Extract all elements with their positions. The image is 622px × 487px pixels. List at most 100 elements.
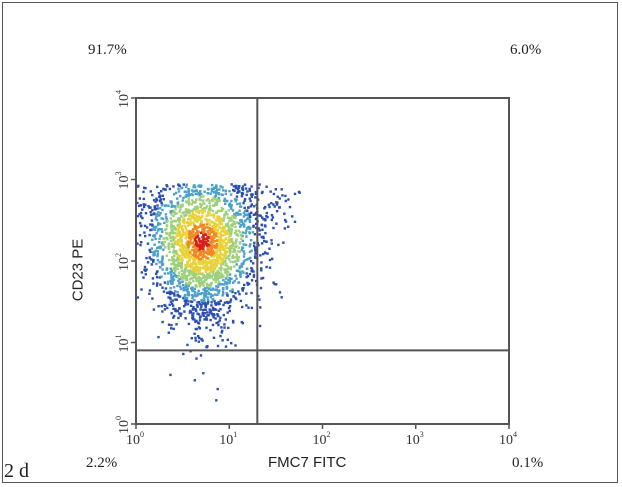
event-dot: [216, 269, 219, 273]
event-dot: [162, 248, 165, 251]
event-dot: [214, 302, 217, 305]
event-dot: [230, 238, 234, 241]
event-dot: [239, 231, 242, 234]
event-dot: [232, 248, 236, 251]
event-dot: [168, 187, 172, 191]
event-dot: [197, 245, 200, 248]
event-dot: [200, 305, 203, 309]
event-dot: [158, 276, 162, 279]
event-dot: [184, 283, 188, 286]
event-dot: [248, 245, 251, 248]
event-dot: [194, 247, 197, 251]
event-dot: [242, 250, 245, 253]
event-dot: [225, 263, 228, 266]
event-dot: [184, 264, 187, 267]
event-dot: [263, 207, 266, 210]
event-dot: [206, 226, 209, 229]
event-dot: [187, 322, 191, 326]
event-dot: [237, 213, 240, 216]
event-dot: [209, 285, 212, 288]
event-dot: [189, 269, 192, 272]
event-dot: [180, 251, 184, 254]
event-dot: [192, 208, 195, 211]
event-dot: [206, 235, 209, 239]
event-dot: [139, 215, 143, 218]
event-dot: [177, 187, 180, 190]
event-dot: [156, 259, 160, 262]
event-dot: [144, 269, 147, 273]
event-dot: [258, 324, 262, 328]
event-dot: [216, 228, 219, 232]
event-dot: [189, 262, 193, 265]
event-dot: [208, 199, 211, 202]
event-dot: [210, 230, 213, 234]
event-dot: [165, 267, 169, 270]
event-dot: [194, 339, 197, 342]
event-dot: [224, 210, 228, 213]
event-dot: [226, 274, 229, 277]
event-dot: [143, 265, 147, 269]
event-dot: [172, 185, 175, 188]
event-dot: [242, 243, 245, 246]
event-dot: [206, 251, 209, 255]
event-dot: [155, 284, 159, 287]
event-dot: [203, 264, 207, 268]
event-dot: [206, 231, 210, 234]
event-dot: [157, 191, 161, 195]
event-dot: [252, 205, 256, 208]
event-dot: [154, 249, 158, 252]
event-dot: [221, 248, 225, 251]
event-dot: [224, 243, 228, 247]
event-dot: [200, 220, 204, 223]
event-dot: [159, 266, 162, 269]
event-dot: [221, 339, 224, 342]
event-dot: [193, 224, 197, 227]
event-dot: [182, 284, 185, 287]
event-dot: [151, 209, 154, 212]
event-dot: [191, 193, 194, 197]
event-dot: [229, 218, 233, 222]
event-dot: [278, 197, 281, 200]
event-dot: [235, 212, 238, 215]
event-dot: [182, 217, 186, 220]
event-dot: [180, 312, 183, 315]
event-dot: [197, 262, 201, 265]
event-dot: [199, 254, 203, 257]
event-dot: [245, 193, 248, 197]
event-dot: [216, 239, 219, 242]
event-dot: [270, 239, 273, 242]
event-dot: [245, 267, 249, 270]
event-dot: [230, 199, 233, 203]
event-dot: [230, 183, 233, 186]
x-tick-label: 102: [313, 430, 331, 448]
event-dot: [240, 248, 243, 252]
event-dot: [201, 256, 204, 259]
event-dot: [206, 298, 210, 301]
event-dot: [250, 203, 253, 206]
event-dot: [202, 302, 205, 305]
event-dot: [159, 212, 162, 215]
event-dot: [202, 195, 205, 198]
event-dot: [158, 196, 162, 199]
event-dot: [158, 261, 161, 264]
event-dot: [259, 254, 262, 257]
event-dot: [184, 227, 188, 230]
event-dot: [203, 318, 206, 321]
event-dot: [246, 258, 249, 261]
event-dot: [142, 203, 146, 207]
y-tick-label: 103: [114, 172, 132, 190]
event-dot: [190, 216, 194, 219]
event-dot: [191, 318, 195, 321]
event-dot: [234, 292, 237, 295]
event-dot: [216, 313, 219, 316]
event-dot: [208, 259, 211, 262]
event-dot: [212, 278, 215, 281]
event-dot: [174, 191, 178, 195]
event-dot: [188, 281, 191, 284]
event-dot: [238, 292, 241, 296]
event-dot: [179, 205, 183, 209]
event-dot: [191, 297, 194, 300]
event-dot: [220, 222, 224, 226]
event-dot: [209, 244, 212, 247]
event-dot: [243, 252, 246, 255]
